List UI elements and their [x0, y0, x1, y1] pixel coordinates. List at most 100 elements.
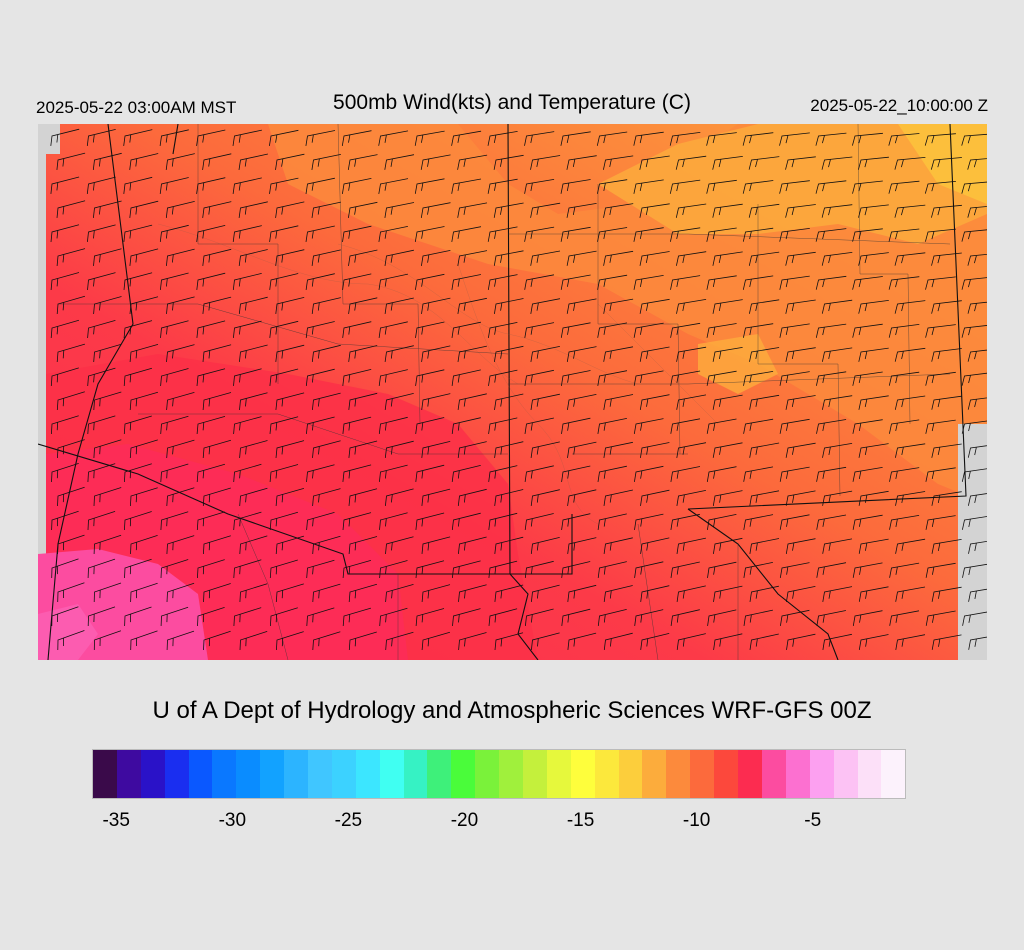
wind-barb	[202, 201, 232, 218]
wind-barb	[451, 369, 481, 386]
wind-barb	[129, 344, 159, 363]
wind-barb	[675, 203, 707, 218]
wind-barb	[342, 416, 372, 434]
wind-barb	[270, 607, 298, 627]
wind-barb	[233, 511, 262, 531]
wind-barb	[894, 300, 926, 314]
wind-barb	[743, 514, 774, 530]
wind-barb	[379, 560, 408, 579]
wind-barb	[634, 465, 664, 482]
wind-barb	[51, 415, 79, 435]
wind-barb	[779, 371, 810, 386]
wind-barb	[779, 418, 810, 434]
wind-barb	[889, 515, 920, 530]
wind-barb	[160, 559, 189, 579]
wind-barb	[530, 250, 561, 266]
wind-barb	[452, 560, 481, 578]
wind-barb	[494, 393, 524, 410]
wind-barb	[488, 560, 518, 578]
colorbar-swatch	[738, 750, 762, 798]
wind-barb	[925, 324, 956, 338]
wind-barb	[275, 535, 305, 555]
wind-barb	[785, 204, 816, 218]
wind-barb	[961, 468, 987, 482]
wind-barb	[530, 298, 561, 314]
wind-barb	[961, 229, 987, 242]
wind-barb	[341, 130, 372, 146]
wind-barb	[202, 439, 232, 459]
wind-barb	[56, 343, 86, 363]
wind-barb	[816, 371, 847, 386]
wind-barb	[50, 367, 79, 387]
wind-barb	[202, 392, 232, 411]
wind-barb	[889, 562, 920, 578]
wind-barb	[858, 586, 889, 602]
wind-barb	[160, 415, 189, 435]
wind-barb	[342, 607, 372, 627]
wind-barb	[203, 583, 231, 603]
wind-barb	[129, 296, 159, 315]
wind-barb	[421, 584, 451, 603]
wind-barb	[305, 321, 335, 338]
wind-barb	[233, 368, 262, 386]
wind-barb	[888, 324, 920, 338]
colorbar-swatch	[594, 750, 619, 798]
wind-barb	[57, 582, 85, 603]
wind-barb	[858, 443, 889, 458]
wind-barb	[785, 442, 816, 458]
wind-barb	[524, 322, 555, 338]
wind-barb	[748, 251, 780, 266]
wind-barb	[342, 512, 372, 531]
wind-barb	[524, 560, 554, 578]
wind-barb	[202, 153, 232, 170]
wind-barb	[560, 322, 591, 338]
wind-barb	[815, 323, 847, 338]
wind-barb	[160, 511, 189, 531]
wind-barb	[640, 633, 670, 650]
wind-barb	[931, 252, 962, 266]
wind-barb	[676, 633, 706, 650]
wind-barb	[524, 465, 554, 482]
wind-barb	[858, 156, 889, 170]
wind-barb	[275, 583, 304, 603]
wind-barb	[275, 392, 305, 410]
wind-barb	[275, 344, 305, 362]
wind-barb	[239, 535, 268, 555]
colorbar-swatch	[761, 750, 786, 798]
wind-barb	[603, 537, 633, 554]
wind-barb	[269, 511, 299, 531]
wind-barb	[57, 439, 85, 459]
wind-barb	[493, 154, 524, 170]
wind-barb	[458, 536, 487, 554]
wind-barb	[676, 585, 706, 602]
wind-barb	[567, 489, 597, 506]
wind-barb	[749, 347, 780, 362]
wind-barb	[633, 179, 664, 194]
wind-barb	[56, 248, 86, 267]
wind-barb	[166, 487, 195, 507]
wind-barb	[931, 586, 962, 602]
wind-barb	[780, 609, 810, 626]
wind-barb	[305, 368, 335, 386]
wind-barb	[852, 562, 883, 578]
wind-barb	[530, 489, 560, 506]
wind-barb	[312, 583, 341, 603]
wind-barb	[967, 301, 987, 314]
wind-barb	[93, 200, 122, 218]
wind-barb	[269, 559, 298, 579]
wind-barb	[238, 153, 268, 170]
wind-barb	[822, 538, 853, 554]
wind-barb	[925, 610, 956, 626]
wind-barb	[348, 583, 378, 603]
wind-barb	[858, 204, 889, 218]
wind-barb	[858, 300, 889, 314]
wind-barb	[706, 466, 737, 482]
wind-barb	[57, 534, 85, 555]
wind-barb	[742, 180, 774, 194]
wind-barb	[712, 156, 743, 170]
wind-barb	[931, 204, 962, 218]
wind-barb	[129, 391, 159, 411]
wind-barb	[816, 562, 847, 578]
wind-barb	[603, 585, 633, 602]
wind-barb	[312, 440, 341, 458]
